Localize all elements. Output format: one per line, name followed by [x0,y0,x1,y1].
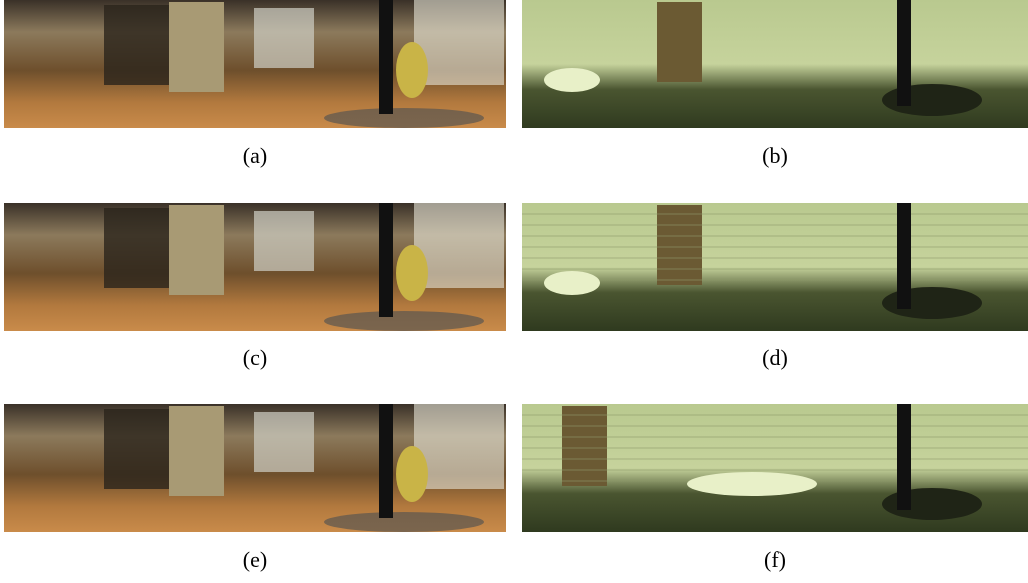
sink [544,68,600,92]
pole [379,404,393,518]
panorama-image [4,203,506,331]
panorama-image [4,404,506,532]
window [254,211,314,271]
pole [897,203,911,309]
door [657,2,702,82]
window [254,8,314,68]
floor-shade [324,512,484,532]
caption: (f) [764,547,786,572]
wall [169,2,224,92]
caption: (a) [243,143,267,168]
caption: (d) [762,345,788,370]
bag [396,42,428,98]
bag [396,245,428,301]
panorama-image [522,0,1028,128]
panorama-image [522,404,1028,532]
caption: (b) [762,143,788,168]
door [562,406,607,486]
panorama-image [522,203,1028,331]
wall [169,205,224,295]
window [254,412,314,472]
panorama-image [4,0,506,128]
pole [379,203,393,317]
pole [897,0,911,106]
bag [396,446,428,502]
pole [897,404,911,510]
floor-shade [324,108,484,128]
glass-door [414,404,504,489]
glass-door [414,203,504,288]
caption: (c) [243,345,267,370]
floor-shade [324,311,484,331]
pole [379,0,393,114]
glass-door [414,0,504,85]
door [657,205,702,285]
sink [544,271,600,295]
sink [687,472,817,496]
caption: (e) [243,547,267,572]
wall [169,406,224,496]
